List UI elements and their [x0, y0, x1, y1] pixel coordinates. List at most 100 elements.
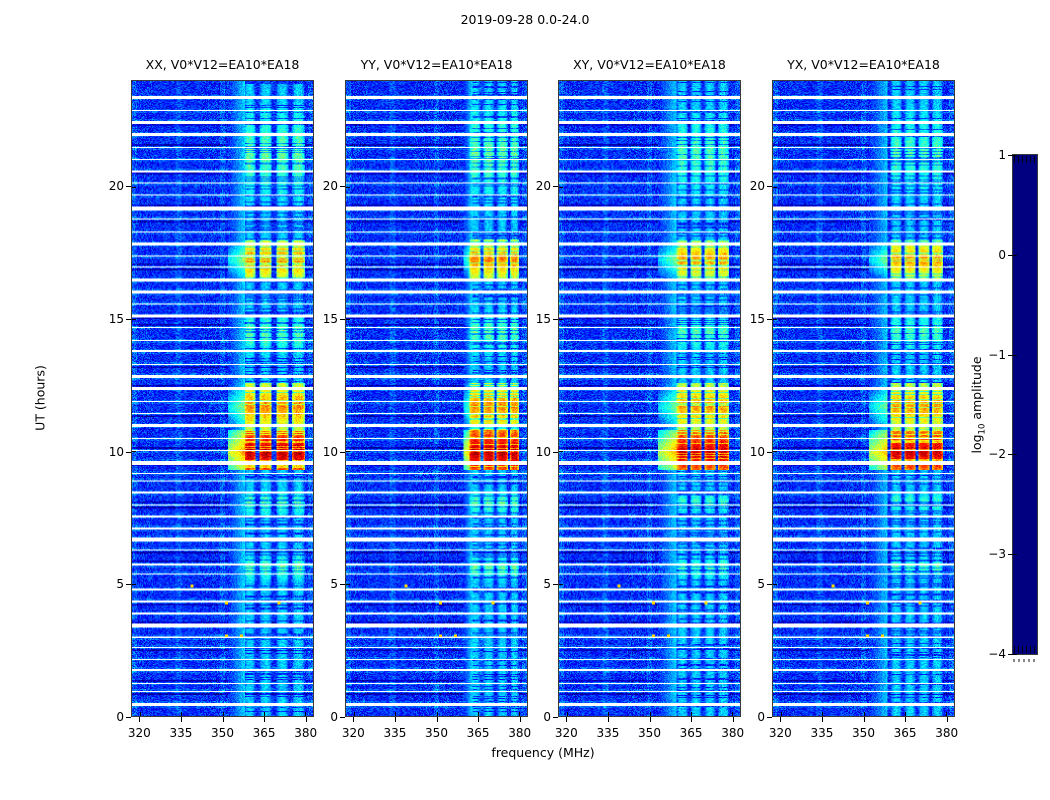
y-tick-mark-inner: [773, 319, 777, 321]
y-tick-label: 5: [116, 577, 124, 592]
x-tick-mark-inner: [690, 712, 692, 716]
x-tick-mark: [946, 717, 948, 722]
waterfall-image-xx: [132, 81, 313, 716]
y-tick-mark: [767, 186, 772, 188]
y-tick-label: 15: [108, 311, 124, 326]
x-tick-label: 350: [211, 726, 234, 740]
x-tick-label: 320: [341, 726, 365, 740]
y-tick-mark-inner: [346, 451, 350, 453]
colorbar-tick-label: −1: [988, 347, 1006, 362]
y-tick-mark: [126, 318, 131, 320]
x-tick-label: 320: [127, 726, 151, 740]
figure-suptitle: 2019-09-28 0.0-24.0: [460, 12, 590, 27]
y-tick-mark: [126, 186, 131, 188]
x-tick-label: 320: [768, 726, 792, 740]
y-tick-label: 0: [116, 710, 124, 724]
x-tick-mark-inner: [181, 712, 183, 716]
y-tick-mark: [126, 717, 131, 718]
y-tick-label: 5: [330, 577, 338, 592]
colorbar-gradient: [1013, 155, 1037, 654]
x-tick-mark: [649, 717, 651, 722]
colorbar-label: log10 amplitude: [968, 356, 988, 454]
waterfall-image-yx: [773, 81, 954, 716]
x-tick-mark-inner: [904, 712, 906, 716]
x-tick-mark-inner: [945, 712, 947, 716]
axes-yx[interactable]: [772, 80, 955, 717]
x-tick-label: 365: [466, 726, 490, 740]
axes-yy[interactable]: [345, 80, 528, 717]
y-tick-mark: [340, 451, 345, 453]
x-tick-mark: [478, 717, 480, 722]
axes-xy[interactable]: [558, 80, 741, 717]
x-tick-mark: [139, 717, 141, 722]
y-tick-label: 10: [535, 444, 551, 459]
x-tick-mark-inner: [731, 712, 733, 716]
y-tick-label: 0: [330, 710, 338, 724]
y-tick-mark-inner: [132, 451, 136, 453]
axes-xx[interactable]: [131, 80, 314, 717]
y-tick-label: 10: [108, 444, 124, 459]
x-tick-mark-inner: [608, 712, 610, 716]
x-tick-label: 365: [893, 726, 917, 740]
x-tick-mark: [305, 717, 307, 722]
y-tick-mark-inner: [132, 319, 136, 321]
y-tick-mark: [553, 717, 558, 718]
y-tick-mark-inner: [559, 186, 563, 188]
panel-title-xx: XX, V0*V12=EA10*EA18: [145, 57, 300, 72]
colorbar[interactable]: 1 0 −1 −2 −3 −4: [988, 148, 1038, 661]
panel-title-yy: YY, V0*V12=EA10*EA18: [360, 57, 513, 72]
y-tick-mark-inner: [773, 451, 777, 453]
y-tick-mark-inner: [132, 716, 136, 717]
y-tick-mark-inner: [559, 716, 563, 717]
x-tick-label: 335: [596, 726, 620, 740]
x-tick-mark: [566, 717, 568, 722]
colorbar-under-marker-icon: [1013, 659, 1037, 662]
x-tick-mark-inner: [649, 712, 651, 716]
y-tick-mark: [340, 584, 345, 586]
x-tick-mark-inner: [518, 712, 520, 716]
colorbar-tick-label: −4: [988, 647, 1006, 661]
x-tick-mark-inner: [263, 712, 265, 716]
waterfall-image-xy: [559, 81, 740, 716]
y-tick-label: 15: [322, 311, 338, 326]
panel-title-xy: XY, V0*V12=EA10*EA18: [573, 57, 726, 72]
y-tick-mark-inner: [132, 186, 136, 188]
y-tick-mark: [553, 451, 558, 453]
y-tick-mark: [340, 186, 345, 188]
x-tick-label: 320: [554, 726, 578, 740]
x-tick-label: 350: [852, 726, 875, 740]
y-tick-mark: [767, 584, 772, 586]
x-tick-mark: [732, 717, 734, 722]
x-tick-label: 335: [810, 726, 834, 740]
y-tick-label: 15: [535, 311, 551, 326]
colorbar-tick-mark-inner: [1013, 155, 1017, 156]
x-tick-mark-inner: [436, 712, 438, 716]
y-tick-mark: [767, 717, 772, 718]
y-tick-label: 20: [322, 179, 338, 194]
waterfall-image-yy: [346, 81, 527, 716]
x-tick-mark: [905, 717, 907, 722]
x-tick-mark: [863, 717, 865, 722]
x-tick-mark-inner: [140, 712, 142, 716]
y-tick-mark: [126, 451, 131, 453]
x-tick-mark: [780, 717, 782, 722]
colorbar-tick-label: −3: [988, 547, 1006, 562]
colorbar-tick-mark-inner: [1013, 654, 1017, 655]
colorbar-tick-label: 1: [998, 148, 1006, 162]
y-tick-label: 0: [543, 710, 551, 724]
y-tick-mark-inner: [773, 716, 777, 717]
colorbar-tick-mark-inner: [1013, 254, 1017, 256]
x-tick-mark-inner: [822, 712, 824, 716]
colorbar-tick-mark: [1008, 454, 1013, 456]
x-tick-label: 365: [679, 726, 703, 740]
x-tick-mark: [519, 717, 521, 722]
y-tick-label: 20: [535, 179, 551, 194]
x-tick-label: 350: [425, 726, 448, 740]
x-tick-mark: [691, 717, 693, 722]
y-tick-mark-inner: [559, 319, 563, 321]
y-tick-mark-inner: [346, 716, 350, 717]
x-tick-label: 335: [169, 726, 193, 740]
x-tick-label: 365: [252, 726, 276, 740]
x-tick-label: 380: [935, 726, 959, 740]
y-tick-label: 20: [108, 179, 124, 194]
